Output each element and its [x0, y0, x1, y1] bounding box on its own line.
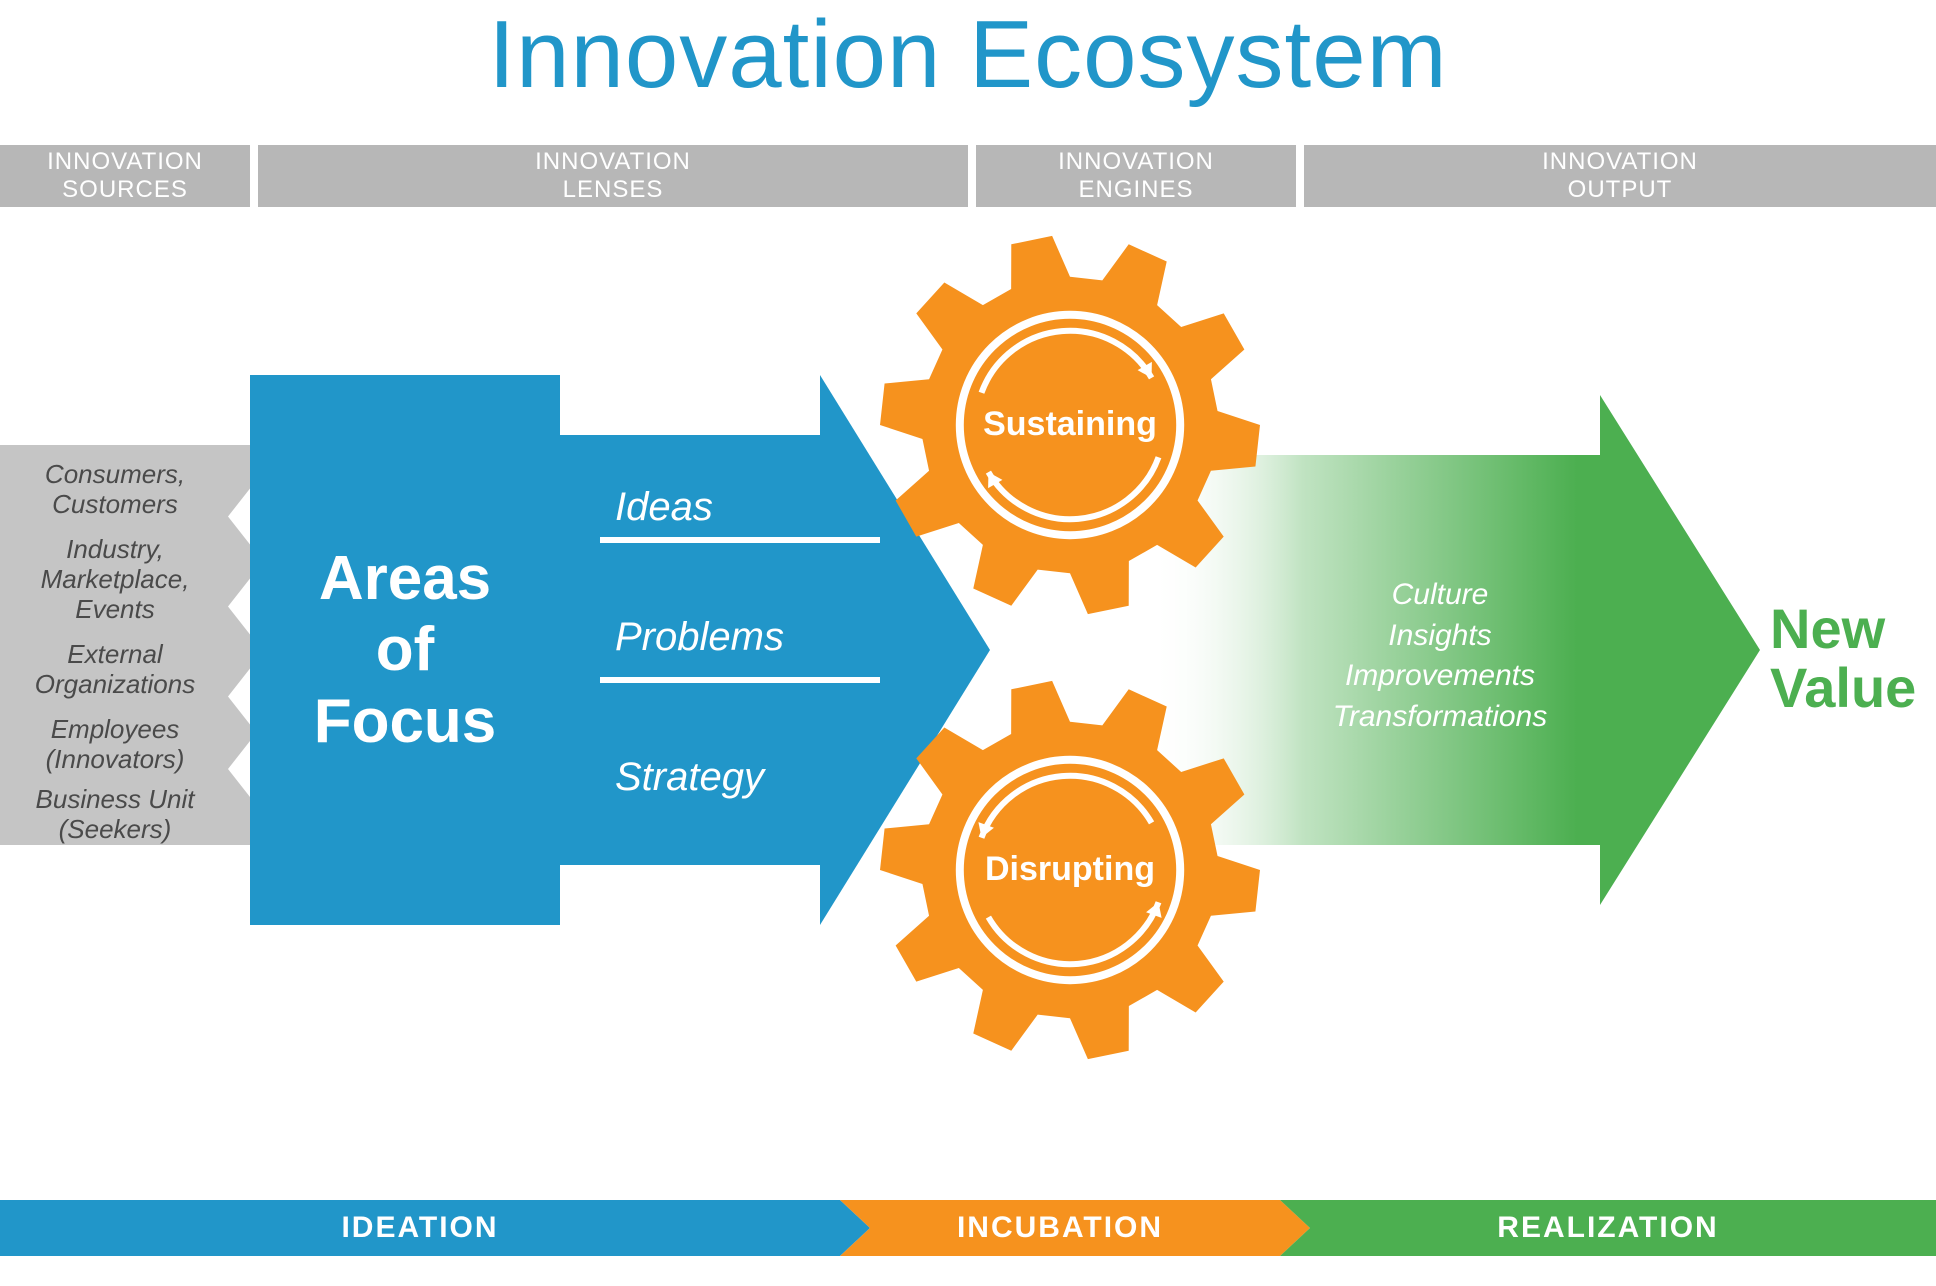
phase-incubation: INCUBATION: [840, 1200, 1280, 1256]
innovation-ecosystem-diagram: Innovation Ecosystem INNOVATION SOURCES …: [0, 0, 1936, 1286]
phases-chevrons: [0, 0, 1936, 1286]
phase-ideation: IDEATION: [0, 1200, 840, 1256]
phase-realization: REALIZATION: [1280, 1200, 1936, 1256]
